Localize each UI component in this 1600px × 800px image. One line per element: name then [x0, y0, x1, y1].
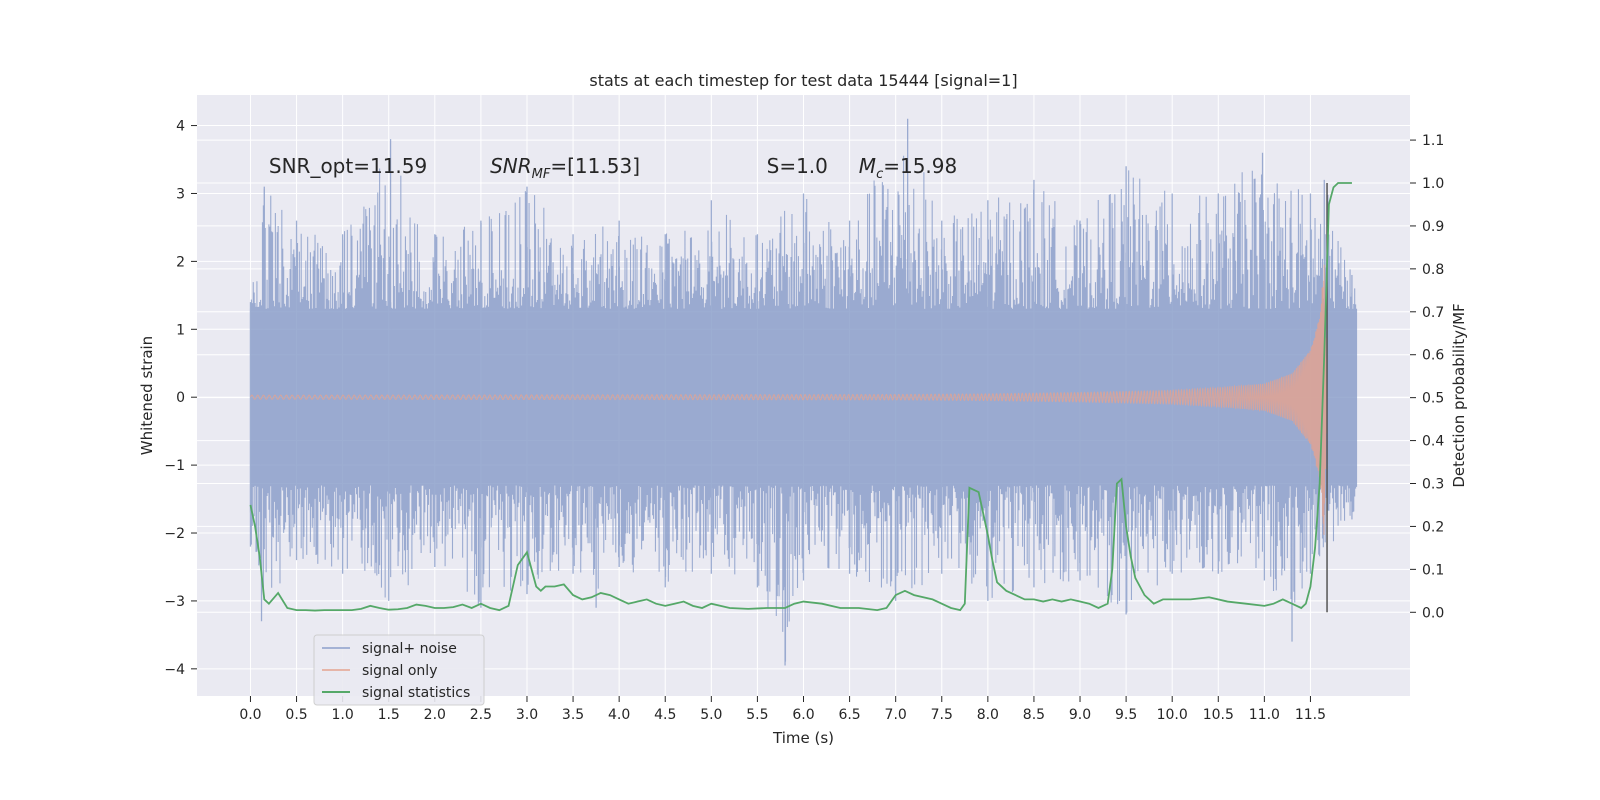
y-right-tick-label: 1.1: [1422, 133, 1444, 149]
legend: signal+ noise signal only signal statistic…: [313, 634, 485, 706]
x-tick-label: 2.5: [470, 707, 492, 723]
x-tick-label: 8.0: [977, 707, 999, 723]
annotation-part: SNR_opt=11.59: [269, 154, 427, 178]
y-tick-label: 2: [176, 254, 185, 270]
y-right-axis-label: Detection probability/MF: [1450, 303, 1468, 487]
annotation-text: S=1.0: [767, 154, 828, 178]
y-right-tick-label: 1.0: [1422, 176, 1444, 192]
legend-label: signal statistics: [362, 685, 470, 701]
legend-box: [313, 634, 485, 706]
annotation-part: SNR: [490, 154, 532, 178]
y-tick-label: −2: [164, 526, 185, 542]
y-tick-label: −3: [164, 594, 185, 610]
x-tick-label: 5.0: [700, 707, 722, 723]
y-tick-label: −4: [164, 662, 185, 678]
x-tick-label: 5.5: [746, 707, 768, 723]
y-right-tick-label: 0.6: [1422, 348, 1444, 364]
signal-only-line: [250, 264, 1328, 535]
x-tick-label: 10.0: [1157, 707, 1188, 723]
legend-label: signal only: [362, 663, 437, 679]
legend-label: signal+ noise: [362, 641, 457, 657]
x-tick-label: 6.5: [838, 707, 860, 723]
y-right-tick-label: 0.3: [1422, 477, 1444, 493]
y-tick-label: 3: [176, 186, 185, 202]
x-tick-label: 1.0: [332, 707, 354, 723]
x-tick-label: 4.0: [608, 707, 630, 723]
annotation-text: SNRMF=[11.53]: [490, 154, 640, 182]
x-tick-label: 11.0: [1249, 707, 1280, 723]
x-tick-label: 3.5: [562, 707, 584, 723]
annotation-part: M: [859, 154, 876, 178]
annotation-part: =15.98: [883, 154, 957, 178]
x-tick-label: 8.5: [1023, 707, 1045, 723]
x-tick-label: 9.0: [1069, 707, 1091, 723]
annotation-part: c: [876, 167, 883, 182]
x-tick-label: 0.0: [239, 707, 261, 723]
y-tick-label: 0: [176, 390, 185, 406]
x-tick-label: 7.5: [931, 707, 953, 723]
x-tick-label: 4.5: [654, 707, 676, 723]
y-axis-label: Whitened strain: [138, 336, 156, 455]
x-tick-label: 10.5: [1203, 707, 1234, 723]
annotation-text: SNR_opt=11.59: [269, 154, 427, 178]
x-tick-label: 1.5: [378, 707, 400, 723]
y-tick-label: −1: [164, 458, 185, 474]
annotation-part: S=1.0: [767, 154, 828, 178]
series-layer: [249, 118, 1358, 666]
annotation-text: Mc=15.98: [859, 154, 957, 182]
x-tick-label: 11.5: [1295, 707, 1326, 723]
annotation-part: =[11.53]: [550, 154, 640, 178]
x-axis-label: Time (s): [772, 729, 834, 747]
x-tick-label: 2.0: [424, 707, 446, 723]
x-tick-label: 0.5: [285, 707, 307, 723]
x-tick-label: 7.0: [885, 707, 907, 723]
x-tick-label: 6.0: [792, 707, 814, 723]
y-right-tick-label: 0.5: [1422, 391, 1444, 407]
annotations: SNR_opt=11.59 SNRMF=[11.53] S=1.0 Mc=15.98: [269, 154, 957, 182]
x-tick-label: 9.5: [1115, 707, 1137, 723]
y-right-tick-label: 0.4: [1422, 434, 1444, 450]
y-right-tick-label: 0.1: [1422, 562, 1444, 578]
x-tick-label: 3.0: [516, 707, 538, 723]
annotation-part: MF: [532, 167, 551, 182]
y-right-tick-label: 0.2: [1422, 519, 1444, 535]
y-right-tick-label: 0.9: [1422, 219, 1444, 235]
chart-title: stats at each timestep for test data 154…: [589, 71, 1017, 90]
series-signal-only: [250, 264, 1328, 535]
axes-layer: 0.0 0.5 1.0 1.5 2.0 2.5 3.0 3.5 4.0 4.5 5.0 5.5 6.0 6…: [164, 119, 1444, 723]
y-tick-label: 1: [176, 322, 185, 338]
y-right-tick-label: 0.8: [1422, 262, 1444, 278]
y-right-tick-label: 0.7: [1422, 305, 1444, 321]
y-right-tick-label: 0.0: [1422, 605, 1444, 621]
y-tick-label: 4: [176, 119, 185, 135]
series-signal-statistics: [249, 182, 1352, 612]
